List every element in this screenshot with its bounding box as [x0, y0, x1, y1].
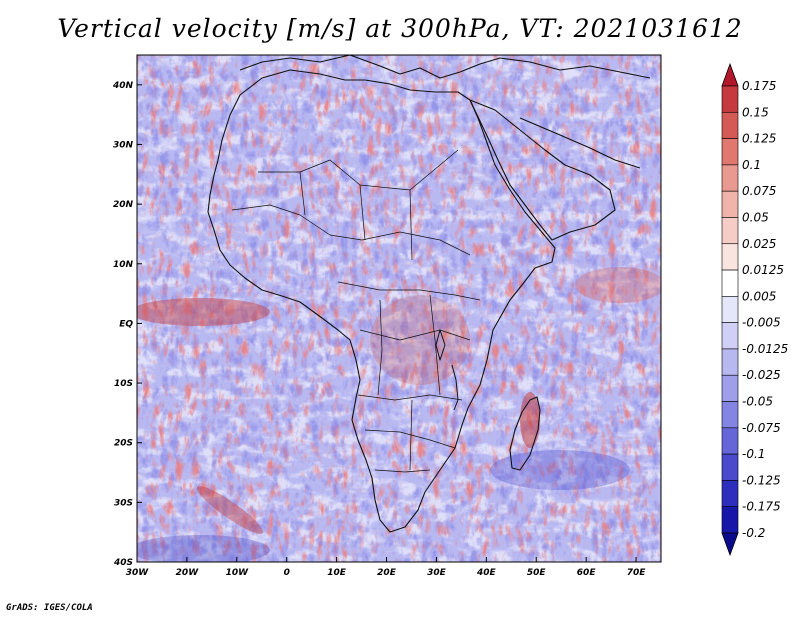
colorbar-segment — [721, 138, 739, 166]
africa-coastline — [207, 69, 556, 533]
colorbar-segment — [721, 480, 739, 508]
colorbar-segment — [721, 453, 739, 481]
colorbar-label: 0.075 — [742, 184, 776, 198]
colorbar-label: -0.05 — [742, 395, 773, 409]
colorbar-label: -0.175 — [742, 500, 781, 514]
colorbar-segment — [721, 348, 739, 376]
x-tick-label: 30E — [427, 568, 447, 578]
x-tick-label: 10E — [327, 568, 347, 578]
colorbar-label: 0.125 — [742, 132, 776, 146]
colorbar: 0.175 0.15 0.125 0.1 0.075 0.05 0.025 0.0125 0.0… — [721, 62, 788, 557]
velocity-field — [137, 55, 661, 562]
y-tick-label: 10N — [113, 260, 134, 270]
x-tick-label: 70E — [627, 568, 647, 578]
colorbar-label: 0.1 — [742, 158, 761, 172]
colorbar-segment — [721, 243, 739, 271]
y-tick-label: 40N — [112, 81, 134, 91]
europe-coastline — [239, 55, 651, 79]
colorbar-segment — [721, 401, 739, 429]
colorbar-label: 0.175 — [742, 79, 776, 93]
x-axis: 30W 20W 10W 0 10E 20E 30E 40E 50E 60E 70E — [126, 557, 646, 578]
x-tick-label: 40E — [476, 568, 497, 578]
x-tick-label: 60E — [577, 568, 597, 578]
y-tick-label: 40S — [113, 558, 133, 568]
colorbar-label: 0.0125 — [742, 263, 784, 277]
plot-frame — [136, 54, 662, 563]
colorbar-label: 0.025 — [742, 237, 776, 251]
colorbar-min-triangle — [721, 532, 739, 557]
credit-label: GrADS: IGES/COLA — [6, 603, 93, 613]
colorbar-segment — [721, 190, 739, 218]
y-tick-label: 30S — [114, 498, 133, 508]
y-tick-label: EQ — [119, 319, 133, 329]
colorbar-segment — [721, 296, 739, 323]
x-tick-label: 10W — [226, 568, 250, 578]
colorbar-segment — [721, 111, 739, 139]
x-tick-label: 50E — [527, 568, 547, 578]
colorbar-label: -0.005 — [742, 316, 781, 330]
madagascar-coastline — [509, 396, 541, 471]
colorbar-label: -0.025 — [742, 368, 781, 382]
x-tick-label: 20W — [176, 568, 200, 578]
y-tick-label: 20S — [114, 439, 133, 449]
y-axis: 40N 30N 20N 10N EQ 10S 20S 30S 40S — [112, 81, 142, 568]
map-title: Vertical velocity [m/s] at 300hPa, VT: 2… — [57, 14, 743, 43]
colorbar-segment — [721, 217, 739, 245]
colorbar-label: -0.0125 — [742, 342, 788, 356]
colorbar-segment — [721, 374, 739, 402]
coastlines — [207, 55, 651, 533]
colorbar-label: 0.05 — [742, 210, 769, 224]
colorbar-label: 0.15 — [742, 105, 769, 119]
arabia-coastline — [469, 99, 616, 241]
colorbar-segment — [721, 269, 739, 297]
colorbar-segment — [721, 322, 739, 350]
y-tick-label: 20N — [113, 200, 134, 210]
colorbar-segment — [721, 85, 739, 113]
y-tick-label: 30N — [113, 140, 134, 150]
colorbar-segment — [721, 506, 739, 534]
colorbar-max-triangle — [721, 62, 739, 87]
colorbar-label: 0.005 — [742, 289, 776, 303]
y-tick-label: 10S — [114, 379, 133, 389]
colorbar-label: -0.075 — [742, 421, 781, 435]
x-tick-label: 0 — [284, 568, 290, 578]
colorbar-label: -0.2 — [742, 526, 765, 540]
x-tick-label: 30W — [126, 568, 150, 578]
colorbar-label: -0.125 — [742, 473, 781, 487]
x-tick-label: 20E — [377, 568, 397, 578]
colorbar-label: -0.1 — [742, 447, 765, 461]
colorbar-segment — [721, 164, 739, 192]
colorbar-segment — [721, 427, 739, 455]
